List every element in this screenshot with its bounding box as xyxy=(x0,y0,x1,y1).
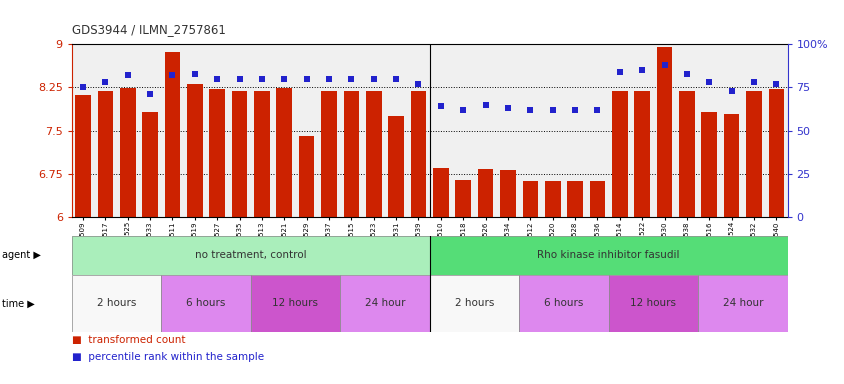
Bar xyxy=(209,89,225,217)
Bar xyxy=(430,236,787,275)
Bar xyxy=(97,91,113,217)
Bar xyxy=(142,112,158,217)
Bar xyxy=(477,169,493,217)
Text: ■  percentile rank within the sample: ■ percentile rank within the sample xyxy=(72,352,263,362)
Point xyxy=(679,70,693,76)
Point xyxy=(255,76,268,82)
Point xyxy=(590,107,603,113)
Bar xyxy=(72,275,161,332)
Bar xyxy=(410,91,426,217)
Bar xyxy=(611,91,627,217)
Point xyxy=(456,107,469,113)
Point xyxy=(411,81,425,87)
Bar xyxy=(388,116,403,217)
Bar xyxy=(589,181,604,217)
Bar xyxy=(455,180,470,217)
Point xyxy=(389,76,403,82)
Point xyxy=(366,76,380,82)
Point xyxy=(523,107,537,113)
Point xyxy=(545,107,559,113)
Text: 6 hours: 6 hours xyxy=(544,298,583,308)
Point xyxy=(612,69,625,75)
Text: 6 hours: 6 hours xyxy=(187,298,225,308)
Point xyxy=(434,103,447,109)
Bar xyxy=(187,84,203,217)
Bar xyxy=(768,89,783,217)
Text: agent ▶: agent ▶ xyxy=(2,250,41,260)
Bar xyxy=(723,114,738,217)
Bar xyxy=(321,91,337,217)
Bar xyxy=(544,181,560,217)
Point xyxy=(746,79,760,85)
Point xyxy=(300,76,313,82)
Text: ■  transformed count: ■ transformed count xyxy=(72,335,185,345)
Text: time ▶: time ▶ xyxy=(2,298,35,308)
Bar xyxy=(276,88,292,217)
Bar xyxy=(522,181,538,217)
Point xyxy=(99,79,112,85)
Point xyxy=(188,70,202,76)
Point xyxy=(657,62,670,68)
Text: no treatment, control: no treatment, control xyxy=(195,250,306,260)
Point xyxy=(479,101,492,108)
Bar xyxy=(165,52,180,217)
Point xyxy=(76,84,89,91)
Point xyxy=(121,72,134,78)
Bar xyxy=(432,168,448,217)
Text: 2 hours: 2 hours xyxy=(454,298,494,308)
Bar xyxy=(745,91,761,217)
Point xyxy=(500,105,514,111)
Point xyxy=(277,76,290,82)
Bar xyxy=(75,95,90,217)
Bar xyxy=(72,236,430,275)
Text: 2 hours: 2 hours xyxy=(97,298,136,308)
Text: GDS3944 / ILMN_2757861: GDS3944 / ILMN_2757861 xyxy=(72,23,225,36)
Point xyxy=(210,76,224,82)
Bar xyxy=(608,275,697,332)
Bar xyxy=(656,47,672,217)
Bar xyxy=(231,91,247,217)
Point xyxy=(165,72,179,78)
Point xyxy=(322,76,335,82)
Point xyxy=(635,67,648,73)
Text: 24 hour: 24 hour xyxy=(365,298,405,308)
Text: 24 hour: 24 hour xyxy=(722,298,762,308)
Bar xyxy=(120,88,135,217)
Text: 12 hours: 12 hours xyxy=(630,298,675,308)
Point xyxy=(701,79,715,85)
Text: Rho kinase inhibitor fasudil: Rho kinase inhibitor fasudil xyxy=(537,250,679,260)
Point xyxy=(344,76,358,82)
Bar xyxy=(299,136,314,217)
Bar xyxy=(430,275,518,332)
Bar xyxy=(518,275,608,332)
Bar xyxy=(701,112,717,217)
Bar xyxy=(251,275,340,332)
Point xyxy=(724,88,738,94)
Bar xyxy=(634,91,649,217)
Bar xyxy=(344,91,359,217)
Point xyxy=(769,81,782,87)
Bar xyxy=(566,181,582,217)
Bar xyxy=(679,91,694,217)
Bar xyxy=(500,170,515,217)
Bar xyxy=(254,91,269,217)
Point xyxy=(233,76,246,82)
Point xyxy=(568,107,582,113)
Bar xyxy=(365,91,381,217)
Bar xyxy=(340,275,430,332)
Bar xyxy=(697,275,787,332)
Bar xyxy=(161,275,251,332)
Point xyxy=(143,91,157,98)
Text: 12 hours: 12 hours xyxy=(272,298,318,308)
